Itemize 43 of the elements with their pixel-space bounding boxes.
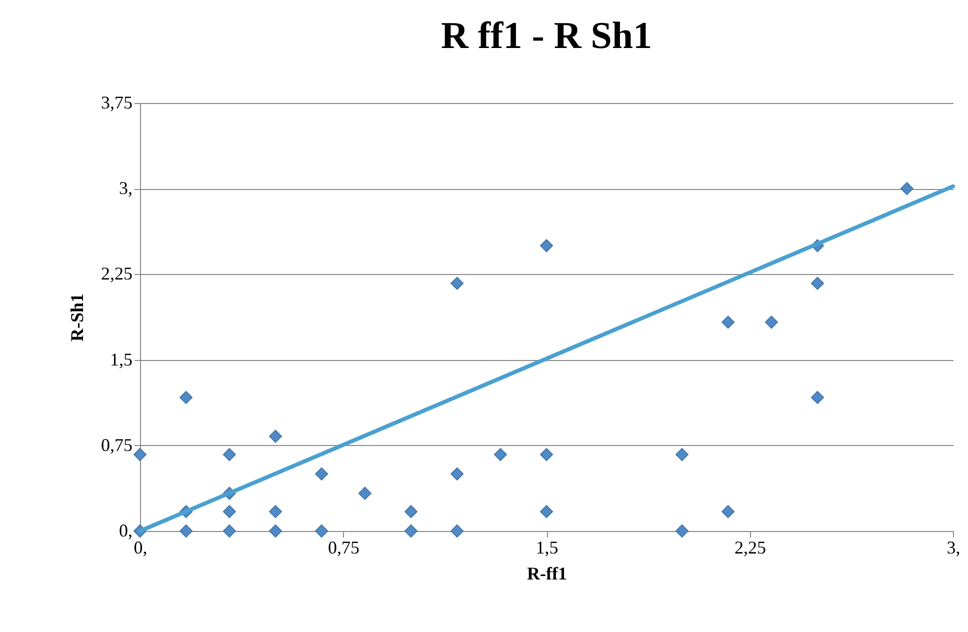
chart-title: R ff1 - R Sh1 [440,15,652,57]
point [722,505,735,518]
x-tick-label: 2,25 [734,538,766,558]
point [315,467,328,480]
y-tick-label: 0, [119,520,132,540]
point [722,316,735,329]
y-tick-label: 2,25 [101,264,132,284]
point [222,524,236,538]
x-tick-label: 1,5 [536,538,558,558]
x-axis-title: R-ff1 [527,564,567,584]
x-tick-label: 0, [134,538,148,558]
point [675,448,689,462]
point [133,448,147,462]
point [404,505,418,518]
point [222,448,236,462]
point [315,524,328,538]
y-tick-label: 1,5 [110,349,132,370]
point [540,448,554,462]
point [494,448,507,462]
point [810,276,824,290]
y-tick-label: 3,75 [101,92,132,112]
point [268,430,282,443]
point [540,239,554,252]
point [450,467,464,480]
x-tick-label: 3, [946,538,960,558]
y-tick-label: 0,75 [101,434,132,455]
point [180,390,193,404]
point [358,486,372,500]
point [180,524,193,538]
point [450,276,464,290]
y-axis-title: R-Sh1 [67,293,87,342]
point [540,505,554,518]
point [810,390,824,404]
point [404,524,418,538]
point [675,524,689,538]
y-tick-label: 3, [119,178,132,198]
point [764,316,778,329]
point [222,505,236,518]
point [268,505,282,518]
point [900,182,914,196]
point [268,524,282,538]
point [450,524,464,538]
x-tick-label: 0,75 [328,538,360,558]
